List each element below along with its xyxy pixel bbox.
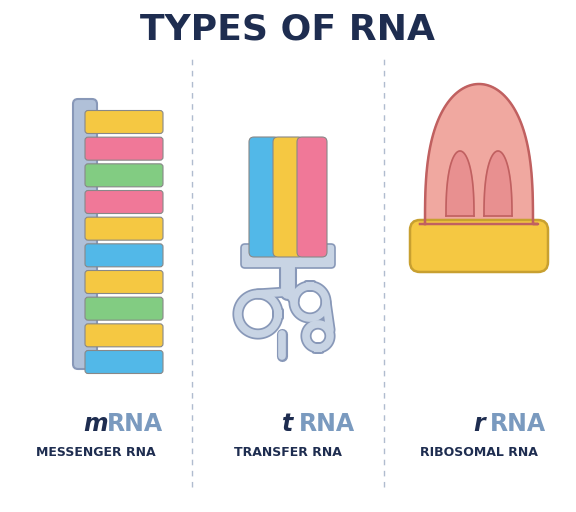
FancyBboxPatch shape [249,137,279,257]
Polygon shape [420,84,538,224]
Polygon shape [484,151,512,216]
Text: RIBOSOMAL RNA: RIBOSOMAL RNA [420,445,538,459]
Text: m: m [84,412,108,436]
Text: t: t [282,412,294,436]
Text: TRANSFER RNA: TRANSFER RNA [234,445,342,459]
Text: RNA: RNA [299,412,355,436]
FancyBboxPatch shape [85,164,163,187]
Polygon shape [446,151,474,216]
FancyBboxPatch shape [85,244,163,267]
FancyBboxPatch shape [85,324,163,347]
FancyBboxPatch shape [85,217,163,240]
FancyBboxPatch shape [85,190,163,214]
FancyBboxPatch shape [85,137,163,160]
Text: MESSENGER RNA: MESSENGER RNA [36,445,156,459]
FancyBboxPatch shape [73,99,97,369]
Text: RNA: RNA [107,412,163,436]
FancyBboxPatch shape [241,244,335,268]
FancyBboxPatch shape [85,351,163,373]
FancyBboxPatch shape [85,111,163,134]
FancyBboxPatch shape [297,137,327,257]
FancyBboxPatch shape [410,220,548,272]
FancyBboxPatch shape [85,297,163,320]
Text: TYPES OF RNA: TYPES OF RNA [141,12,435,46]
Text: r: r [473,412,485,436]
FancyBboxPatch shape [85,270,163,293]
Text: RNA: RNA [490,412,546,436]
FancyBboxPatch shape [273,137,303,257]
